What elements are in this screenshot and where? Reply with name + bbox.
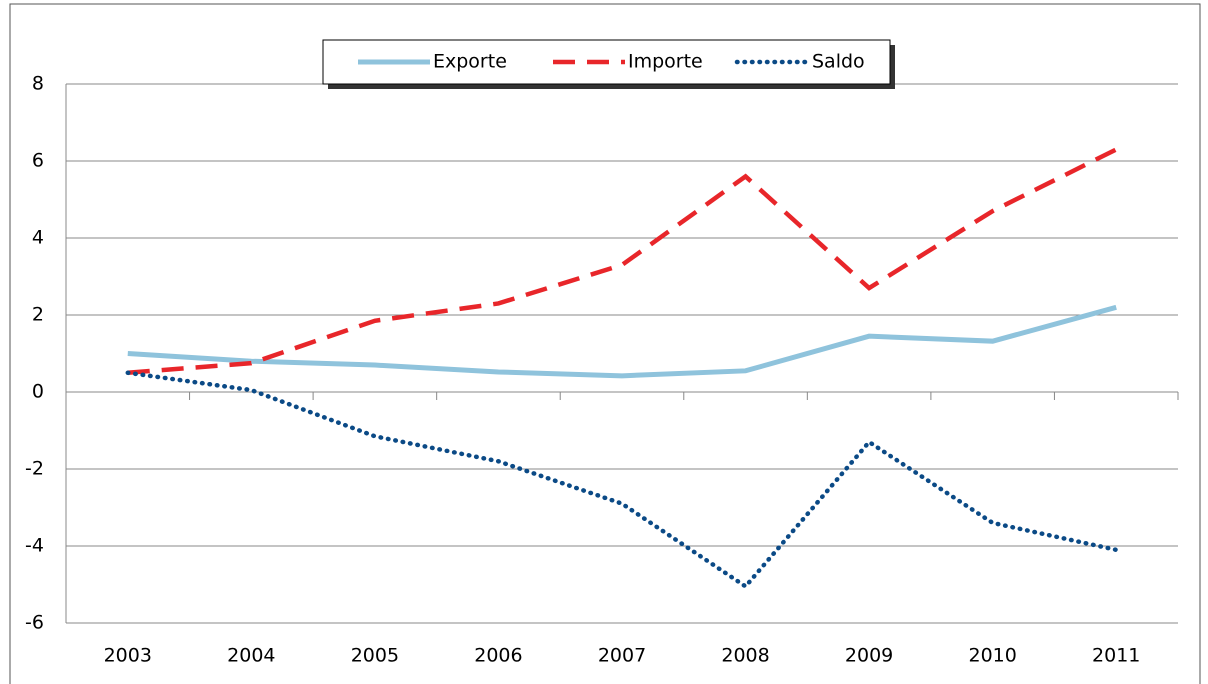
x-tick-label: 2006 (474, 645, 522, 667)
y-tick-label: -6 (25, 612, 44, 634)
y-tick-label: -4 (25, 535, 44, 557)
legend-label: Exporte (433, 51, 507, 73)
legend-label: Importe (628, 51, 703, 73)
y-tick-label: 8 (32, 73, 44, 95)
chart-frame (9, 3, 1201, 684)
series-line (127, 304, 1117, 379)
legend-label: Saldo (812, 51, 865, 73)
series-line (127, 147, 1118, 375)
x-tick-label: 2009 (845, 645, 893, 667)
x-tick-label: 2004 (227, 645, 275, 667)
y-tick-label: 4 (32, 227, 44, 249)
x-tick-label: 2011 (1092, 645, 1140, 667)
x-tick-label: 2007 (598, 645, 646, 667)
x-tick-label: 2010 (968, 645, 1016, 667)
y-tick-label: 6 (32, 150, 44, 172)
y-tick-label: -2 (25, 458, 44, 480)
y-tick-label: 0 (32, 381, 44, 403)
x-tick-label: 2005 (351, 645, 399, 667)
series-line (125, 370, 1119, 590)
x-tick-label: 2008 (721, 645, 769, 667)
y-tick-label: 2 (32, 304, 44, 326)
x-tick-label: 2003 (104, 645, 152, 667)
